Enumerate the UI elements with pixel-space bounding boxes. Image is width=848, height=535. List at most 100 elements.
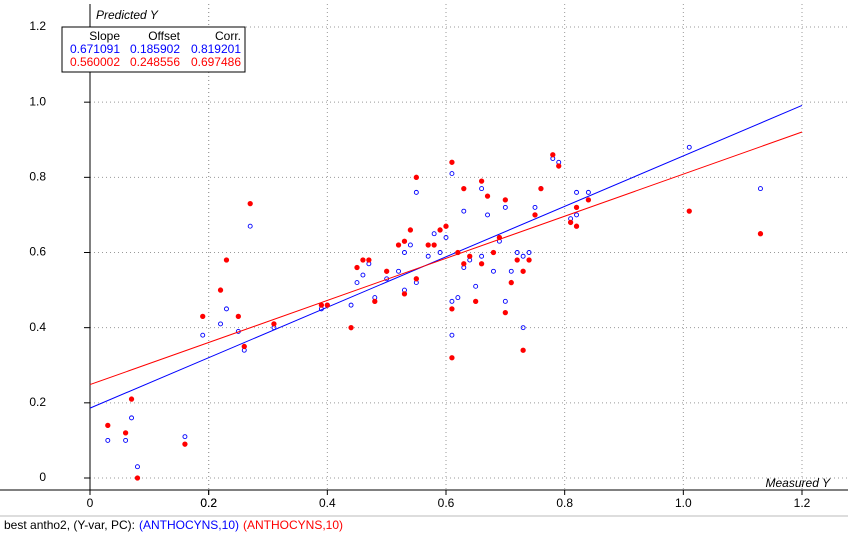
point [455, 295, 461, 301]
point [574, 212, 579, 218]
point [449, 355, 455, 361]
y-tick-label: 0.4 [29, 320, 46, 334]
point [413, 276, 419, 282]
point [514, 250, 520, 255]
point [122, 430, 129, 436]
point [271, 321, 277, 327]
point [532, 212, 538, 218]
point [502, 197, 508, 203]
point [502, 298, 508, 304]
point [182, 441, 188, 447]
point [200, 313, 206, 320]
point [491, 268, 496, 274]
point [105, 437, 111, 443]
y-tick-label: 0.6 [29, 245, 46, 259]
point [520, 268, 526, 274]
point [449, 171, 455, 177]
point [585, 189, 591, 195]
regression-line [89, 131, 803, 386]
point [372, 298, 378, 305]
point [757, 231, 764, 237]
x-tick-label: 0.4 [319, 496, 336, 510]
point [348, 302, 354, 308]
point [479, 186, 485, 192]
point [425, 253, 431, 259]
marks [89, 105, 803, 481]
x-tick-label: 0.8 [556, 496, 573, 510]
x-tick-label: 0.2 [200, 496, 217, 510]
point [520, 253, 526, 259]
point [686, 144, 692, 150]
point [401, 291, 408, 297]
point [129, 415, 134, 421]
y-tick-label: 1.2 [29, 19, 46, 33]
point [396, 268, 401, 274]
point [478, 261, 485, 267]
point [437, 250, 443, 255]
point [425, 242, 431, 248]
table-header: Offset [148, 29, 180, 43]
point [461, 185, 467, 192]
regression-line [89, 105, 803, 409]
point [402, 250, 407, 255]
y-axis-label: Predicted Y [96, 8, 159, 22]
point [123, 437, 129, 443]
table-cell: 0.560002 [70, 55, 120, 69]
table-cell: 0.671091 [70, 42, 120, 56]
point [395, 242, 402, 248]
point [135, 464, 140, 470]
point [449, 332, 455, 338]
point [360, 257, 366, 263]
table-header: Slope [89, 29, 120, 43]
point [758, 186, 763, 192]
point [223, 257, 230, 263]
point [354, 264, 360, 271]
point [461, 261, 467, 267]
point [508, 268, 514, 274]
point [431, 231, 437, 237]
point [567, 219, 574, 226]
grid: 0 0.2 0.4 0.6 0.8 1.00.2 1.200.20.40.60.81.01.… [29, 4, 848, 510]
point [431, 242, 437, 248]
legend-entry: (ANTHOCYNS,10) [139, 518, 239, 532]
point [360, 272, 366, 278]
table-cell: 0.819201 [191, 42, 241, 56]
x-tick-label: 0 [87, 496, 94, 510]
point [508, 279, 514, 286]
point [478, 178, 485, 184]
point [526, 250, 532, 255]
point [366, 257, 372, 263]
point [461, 208, 467, 214]
point [247, 200, 253, 207]
y-tick-label: 0 [39, 470, 46, 484]
caption-text: best antho2, (Y-var, PC): [4, 518, 135, 532]
point [484, 193, 491, 199]
point [348, 325, 354, 331]
y-tick-label: 0.2 [29, 395, 46, 409]
x-tick-label: 1.0 [675, 496, 692, 510]
point [182, 434, 188, 440]
x-tick-label: 0.2 [200, 496, 217, 510]
point [247, 223, 253, 229]
point [200, 332, 206, 338]
point [449, 159, 455, 165]
x-tick-label: 1.2 [794, 496, 811, 510]
point [235, 313, 241, 320]
point [550, 152, 556, 158]
point [224, 306, 229, 312]
point [573, 204, 580, 211]
point [324, 302, 330, 308]
point [686, 208, 692, 214]
point [401, 238, 408, 244]
point [217, 287, 224, 293]
point [407, 242, 413, 248]
point [520, 325, 526, 331]
caption: best antho2, (Y-var, PC): (ANTHOCYNS,10) (… [4, 518, 343, 532]
y-tick-label: 1.0 [29, 94, 46, 108]
x-axis-label: Measured Y [766, 476, 831, 490]
point [384, 268, 390, 274]
point [485, 212, 490, 218]
point [514, 257, 520, 263]
